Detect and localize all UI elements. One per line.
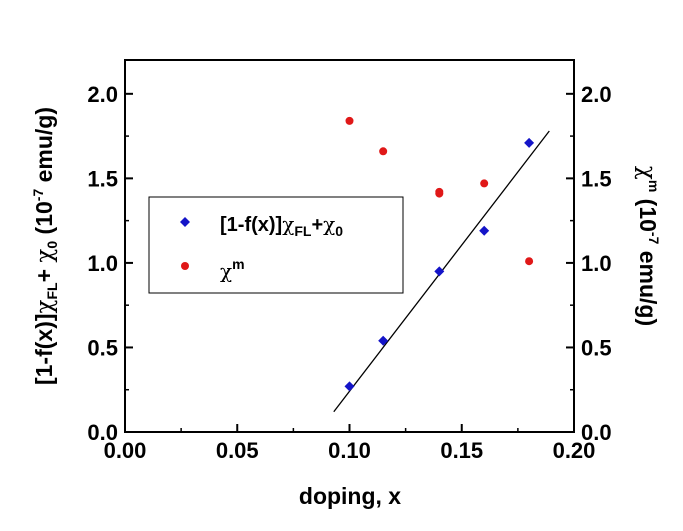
y-right-axis-title: χm (10-7 emu/g): [634, 166, 662, 326]
y-right-tick-label: 1.0: [581, 251, 612, 276]
y-left-tick-label: 0.5: [87, 335, 118, 360]
y-right-tick-label: 1.5: [581, 166, 612, 191]
y-left-tick-label: 1.5: [87, 166, 118, 191]
legend-entry-1: [1-f(x)]χFL+χ0: [220, 212, 343, 239]
diamond-point: [434, 266, 445, 277]
y-left-tick-label: 1.0: [87, 251, 118, 276]
diamond-point: [378, 335, 389, 346]
diamond-point: [524, 137, 535, 148]
x-tick-label: 0.20: [553, 438, 596, 463]
circle-point: [435, 189, 444, 198]
x-tick-label: 0.00: [104, 438, 147, 463]
legend-entry-2: χm: [220, 256, 245, 283]
diamond-point: [479, 225, 490, 236]
y-right-tick-labels: 0.0 0.5 1.0 1.5 2.0: [581, 82, 612, 445]
axis-ticks: [124, 92, 575, 433]
x-tick-labels: 0.00 0.05 0.10 0.15 0.20: [104, 438, 596, 463]
circle-point: [379, 147, 388, 156]
data-points: [344, 116, 535, 392]
y-left-axis-title: [1-f(x)]χFL+ χ0 (10-7 emu/g): [30, 107, 60, 385]
legend-marker-circle: [181, 262, 189, 270]
circle-point: [480, 179, 489, 188]
y-left-tick-labels: 0.0 0.5 1.0 1.5 2.0: [87, 82, 118, 445]
y-right-tick-label: 0.0: [581, 420, 612, 445]
legend-marker-diamond: [180, 217, 190, 227]
y-left-tick-label: 2.0: [87, 82, 118, 107]
y-left-tick-label: 0.0: [87, 420, 118, 445]
legend: [1-f(x)]χFL+χ0 χm: [148, 196, 404, 294]
x-tick-label: 0.05: [216, 438, 259, 463]
circle-point: [345, 116, 354, 125]
x-tick-label: 0.10: [328, 438, 371, 463]
diamond-point: [344, 381, 355, 392]
x-tick-label: 0.15: [440, 438, 483, 463]
x-axis-title: doping, x: [299, 483, 401, 509]
circle-point: [525, 257, 534, 266]
legend-box: [148, 196, 404, 294]
y-right-tick-label: 2.0: [581, 82, 612, 107]
y-right-tick-label: 0.5: [581, 335, 612, 360]
